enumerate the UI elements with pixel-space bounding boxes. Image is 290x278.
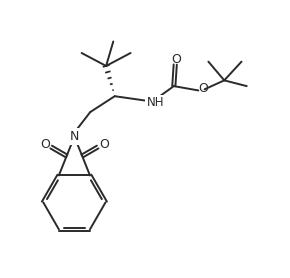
Text: O: O (199, 83, 209, 96)
Text: O: O (40, 138, 50, 151)
Text: O: O (171, 53, 181, 66)
Text: O: O (99, 138, 109, 151)
Text: N: N (70, 130, 79, 143)
Text: NH: NH (146, 96, 164, 109)
